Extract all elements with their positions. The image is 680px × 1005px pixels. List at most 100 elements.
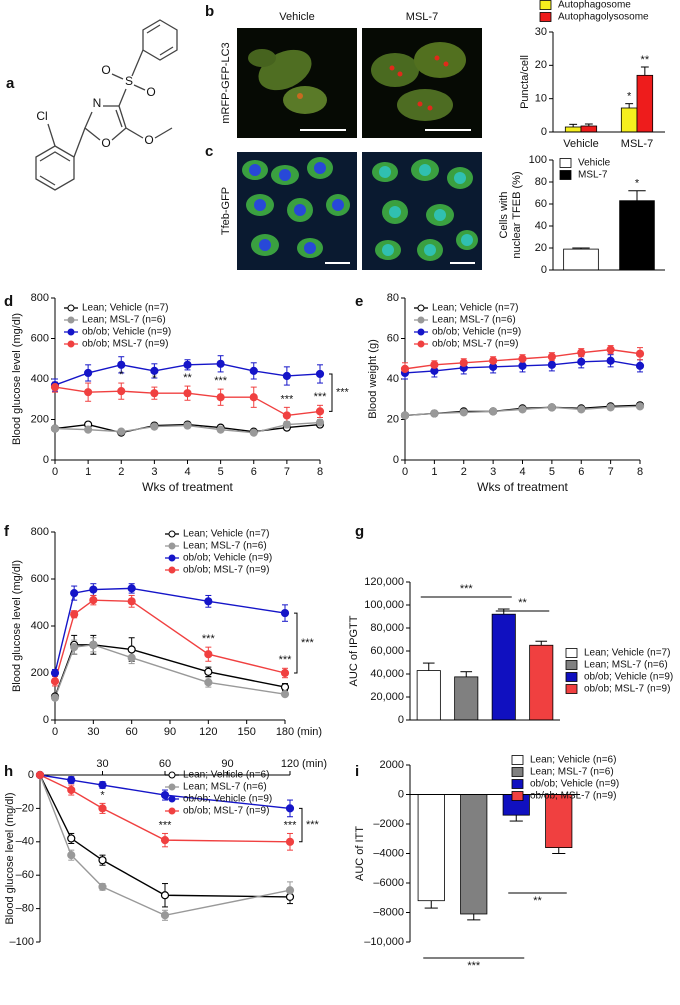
x-tick-label: 4 — [519, 466, 525, 478]
atom-label: S — [125, 74, 133, 88]
data-point — [280, 682, 290, 692]
y-tick-label: 120,000 — [364, 576, 404, 588]
legend-label: ob/ob; MSL-7 (n=9) — [584, 684, 670, 695]
legend-marker — [417, 304, 425, 312]
x-tick-label: 150 — [237, 726, 255, 738]
significance: *** — [314, 391, 328, 403]
data-point — [127, 584, 136, 593]
legend-marker — [67, 328, 75, 336]
x-tick-label: 60 — [126, 726, 138, 738]
legend-marker — [67, 316, 75, 324]
punctum — [443, 61, 449, 67]
data-point — [183, 421, 192, 430]
legend-swatch — [565, 684, 578, 694]
legend-swatch — [565, 672, 578, 682]
x-tick-label: 0 — [402, 466, 408, 478]
cell — [248, 49, 276, 67]
y-tick-label: 0 — [398, 714, 404, 726]
bond — [47, 123, 56, 147]
y-axis-label: Blood glucose level (mg/dl) — [11, 313, 23, 445]
nucleus — [379, 166, 391, 178]
data-point — [518, 354, 527, 363]
data-point — [117, 427, 126, 436]
data-point — [249, 366, 258, 375]
legend-label: Lean; MSL-7 (n=6) — [584, 660, 668, 671]
data-point — [84, 388, 93, 397]
legend-swatch — [539, 12, 552, 22]
significance: *** — [159, 819, 173, 831]
panel-letter: b — [205, 3, 214, 20]
legend-label: Lean; MSL-7 (n=6) — [183, 782, 267, 793]
bar — [545, 794, 573, 848]
series-line — [54, 644, 286, 697]
data-point — [160, 836, 170, 845]
y-tick-label: –20 — [16, 802, 34, 814]
atom-label: O — [144, 133, 153, 147]
panel-letter: c — [205, 143, 213, 160]
bar — [416, 670, 441, 721]
data-point — [70, 610, 79, 619]
comparison-label: ** — [533, 895, 542, 907]
x-tick-label: 90 — [164, 726, 176, 738]
data-point — [489, 356, 498, 365]
data-point — [577, 348, 586, 357]
data-point — [89, 640, 98, 649]
bond — [111, 127, 127, 141]
y-axis-label: Puncta/cell — [519, 55, 531, 109]
series-line — [54, 599, 286, 682]
data-point — [204, 667, 213, 676]
nucleus — [279, 169, 291, 181]
data-point — [160, 911, 170, 920]
punctum — [389, 65, 395, 71]
data-point — [518, 361, 527, 370]
legend-marker — [168, 566, 176, 574]
x-tick-label: 180 — [276, 726, 294, 738]
significance: *** — [284, 819, 298, 831]
data-point — [150, 389, 159, 398]
legend-swatch — [511, 767, 524, 777]
y-tick-label: 400 — [31, 620, 49, 632]
bond — [118, 105, 127, 129]
bond — [39, 151, 71, 162]
data-point — [127, 645, 136, 654]
y-tick-label: 800 — [31, 292, 49, 304]
bond — [131, 49, 144, 77]
significance: * — [100, 789, 105, 801]
data-point — [98, 804, 107, 813]
data-point — [249, 393, 258, 402]
nucleus — [249, 164, 261, 176]
significance: * — [119, 369, 124, 381]
y-tick-label: 30 — [535, 26, 547, 38]
legend-marker — [168, 771, 176, 779]
bond — [142, 19, 178, 61]
y-tick-label: 80 — [387, 292, 399, 304]
data-point — [117, 387, 126, 396]
bond — [111, 73, 124, 80]
bar — [454, 676, 479, 721]
bar — [417, 794, 445, 902]
data-point — [160, 891, 170, 900]
data-point — [285, 837, 295, 846]
legend-marker — [168, 542, 176, 550]
x-tick-label: 8 — [637, 466, 643, 478]
data-point — [280, 690, 290, 699]
panel-letter: i — [355, 763, 359, 780]
x-axis-label: (min) — [302, 758, 327, 770]
y-tick-label: 100 — [529, 154, 547, 166]
legend-label: ob/ob; MSL-7 (n=9) — [82, 339, 168, 350]
data-point — [70, 643, 79, 652]
data-point — [160, 790, 170, 800]
y-tick-label: 200 — [31, 413, 49, 425]
bracket-label: *** — [336, 387, 350, 399]
data-point — [204, 597, 213, 606]
comparison-label: *** — [467, 960, 481, 972]
y-tick-label: –60 — [16, 869, 34, 881]
bracket-label: *** — [301, 637, 315, 649]
legend-marker — [67, 304, 75, 312]
data-point — [635, 349, 645, 358]
cell — [371, 53, 419, 87]
data-point — [547, 352, 556, 361]
y-tick-label: 600 — [31, 332, 49, 344]
nucleus — [434, 209, 446, 221]
legend-marker — [417, 328, 425, 336]
